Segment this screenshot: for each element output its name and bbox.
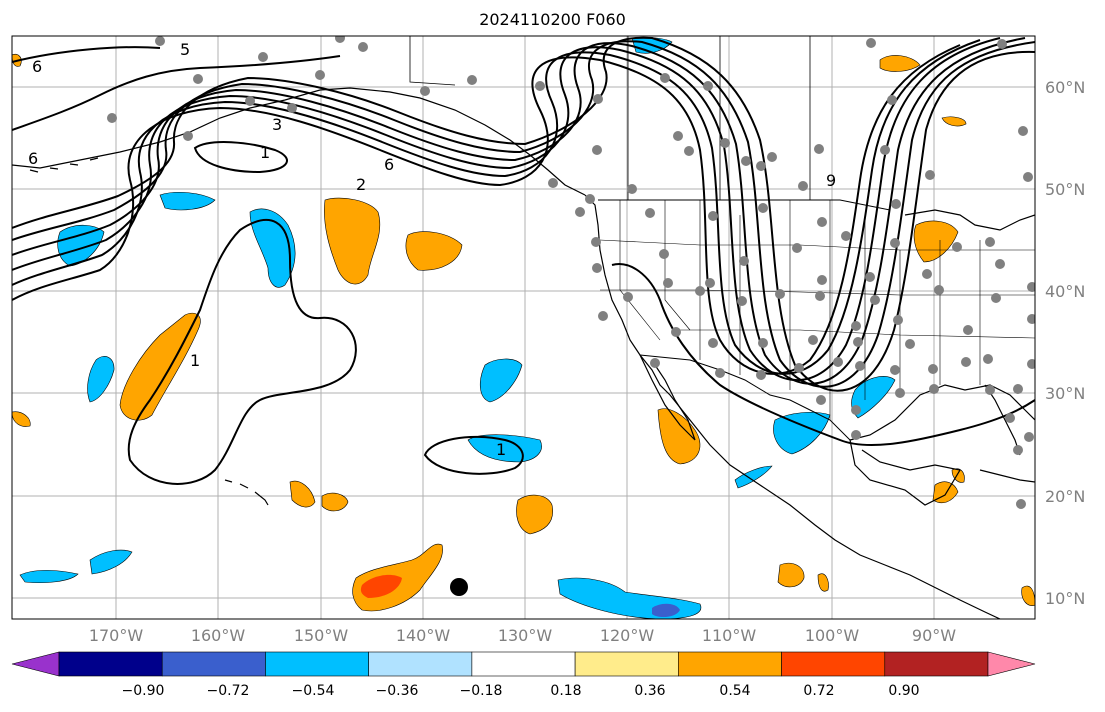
colorbar-tick-label: −0.54 bbox=[291, 683, 335, 699]
lat-label-20n: 20°N bbox=[1045, 487, 1086, 506]
colorbar-extend-low bbox=[11, 651, 60, 677]
contour-label: 6 bbox=[384, 155, 394, 174]
contour-label: 2 bbox=[356, 175, 366, 194]
lat-label-50n: 50°N bbox=[1045, 180, 1086, 199]
colorbar-tick-label: 0.18 bbox=[550, 683, 582, 699]
colorbar-segment bbox=[368, 651, 473, 677]
colorbar-segment bbox=[161, 651, 266, 677]
contour-label: 6 bbox=[32, 57, 42, 76]
negative-anomaly-areas bbox=[19, 36, 896, 619]
map-frame bbox=[11, 35, 1036, 620]
lon-label-150w: 150°W bbox=[293, 626, 349, 645]
lon-label-160w: 160°W bbox=[190, 626, 246, 645]
contour-labels: 6 5 6 3 1 6 2 1 1 9 bbox=[28, 40, 836, 459]
lon-label-90w: 90°W bbox=[911, 626, 957, 645]
colorbar-segment bbox=[678, 651, 782, 677]
lat-label-30n: 30°N bbox=[1045, 384, 1086, 403]
strong-negative-areas bbox=[652, 603, 680, 618]
contour-label: 1 bbox=[496, 440, 506, 459]
state-lines bbox=[599, 200, 1035, 420]
colorbar-segment bbox=[574, 651, 679, 677]
lon-label-110w: 110°W bbox=[701, 626, 757, 645]
lon-label-130w: 130°W bbox=[497, 626, 553, 645]
contour-label: 1 bbox=[190, 351, 200, 370]
lat-label-40n: 40°N bbox=[1045, 282, 1086, 301]
colorbar-segment bbox=[781, 651, 886, 677]
colorbar-tick-label: −0.72 bbox=[206, 683, 250, 699]
graticule bbox=[12, 36, 1035, 619]
lat-label-60n: 60°N bbox=[1045, 78, 1086, 97]
contour-label: 6 bbox=[28, 149, 38, 168]
colorbar-tick-label: 0.36 bbox=[634, 683, 666, 699]
lon-label-170w: 170°W bbox=[88, 626, 144, 645]
colorbar-segment bbox=[58, 651, 163, 677]
colorbar-tick-label: 0.90 bbox=[888, 683, 920, 699]
colorbar-segment bbox=[471, 651, 576, 677]
contour-label: 9 bbox=[826, 171, 836, 190]
contour-label: 5 bbox=[180, 40, 190, 59]
colorbar-tick-label: −0.90 bbox=[121, 683, 165, 699]
colorbar-tick-label: −0.36 bbox=[375, 683, 419, 699]
colorbar-tick-label: 0.54 bbox=[719, 683, 751, 699]
contour-label: 3 bbox=[272, 115, 282, 134]
coastlines bbox=[12, 36, 1035, 619]
height-contours bbox=[12, 36, 1035, 485]
strong-positive-areas bbox=[360, 574, 402, 598]
map-title: 2024110200 F060 bbox=[479, 10, 626, 29]
colorbar-tick-label: −0.18 bbox=[459, 683, 503, 699]
colorbar-tick-label: 0.72 bbox=[803, 683, 835, 699]
contour-label: 1 bbox=[260, 143, 270, 162]
lon-label-140w: 140°W bbox=[395, 626, 451, 645]
colorbar-extend-high bbox=[987, 651, 1036, 677]
colorbar bbox=[11, 651, 1036, 677]
station-markers bbox=[107, 36, 1035, 509]
colorbar-segment bbox=[265, 651, 369, 677]
lat-label-10n: 10°N bbox=[1045, 589, 1086, 608]
cyclone-marker bbox=[450, 578, 468, 596]
colorbar-segment bbox=[884, 651, 989, 677]
lon-label-100w: 100°W bbox=[804, 626, 860, 645]
lon-label-120w: 120°W bbox=[599, 626, 655, 645]
